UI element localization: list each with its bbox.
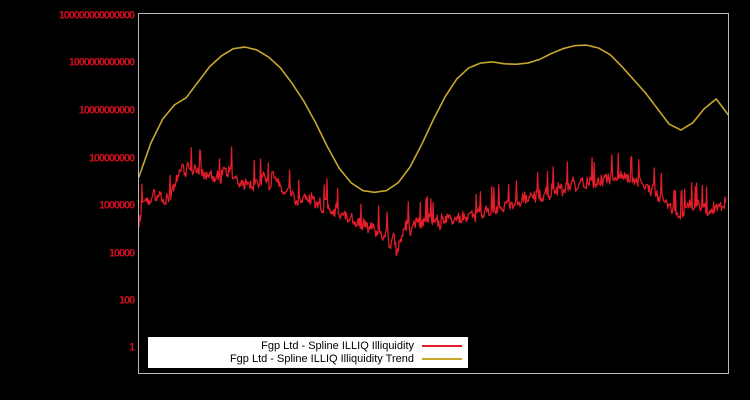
- series-line-illiquidity: [139, 146, 727, 256]
- legend-label: Fgp Ltd - Spline ILLIQ Illiquidity Trend: [229, 353, 414, 365]
- chart-canvas: [139, 44, 728, 256]
- y-tick-label: 1000000000000: [68, 56, 135, 69]
- legend-entry: Fgp Ltd - Spline ILLIQ Illiquidity: [152, 340, 464, 353]
- y-tick-label: 10000000000: [78, 104, 135, 117]
- chart-legend: Fgp Ltd - Spline ILLIQ Illiquidity Fgp L…: [148, 337, 468, 368]
- y-tick-label: 10000: [108, 247, 135, 260]
- legend-swatch-illiquidity: [422, 345, 462, 347]
- y-tick-label: 100: [118, 294, 135, 307]
- legend-label: Fgp Ltd - Spline ILLIQ Illiquidity: [261, 340, 414, 352]
- y-axis-tick-labels: 100000000000000 1000000000000 1000000000…: [0, 0, 135, 400]
- y-tick-label: 1000000: [98, 199, 135, 212]
- legend-entry: Fgp Ltd - Spline ILLIQ Illiquidity Trend: [152, 353, 464, 366]
- series-line-trend: [139, 44, 728, 194]
- plot-area: [138, 13, 729, 374]
- y-tick-label: 100000000: [88, 152, 135, 165]
- legend-swatch-trend: [422, 358, 462, 360]
- y-tick-label: 100000000000000: [58, 9, 135, 22]
- y-tick-label: 1: [128, 341, 135, 354]
